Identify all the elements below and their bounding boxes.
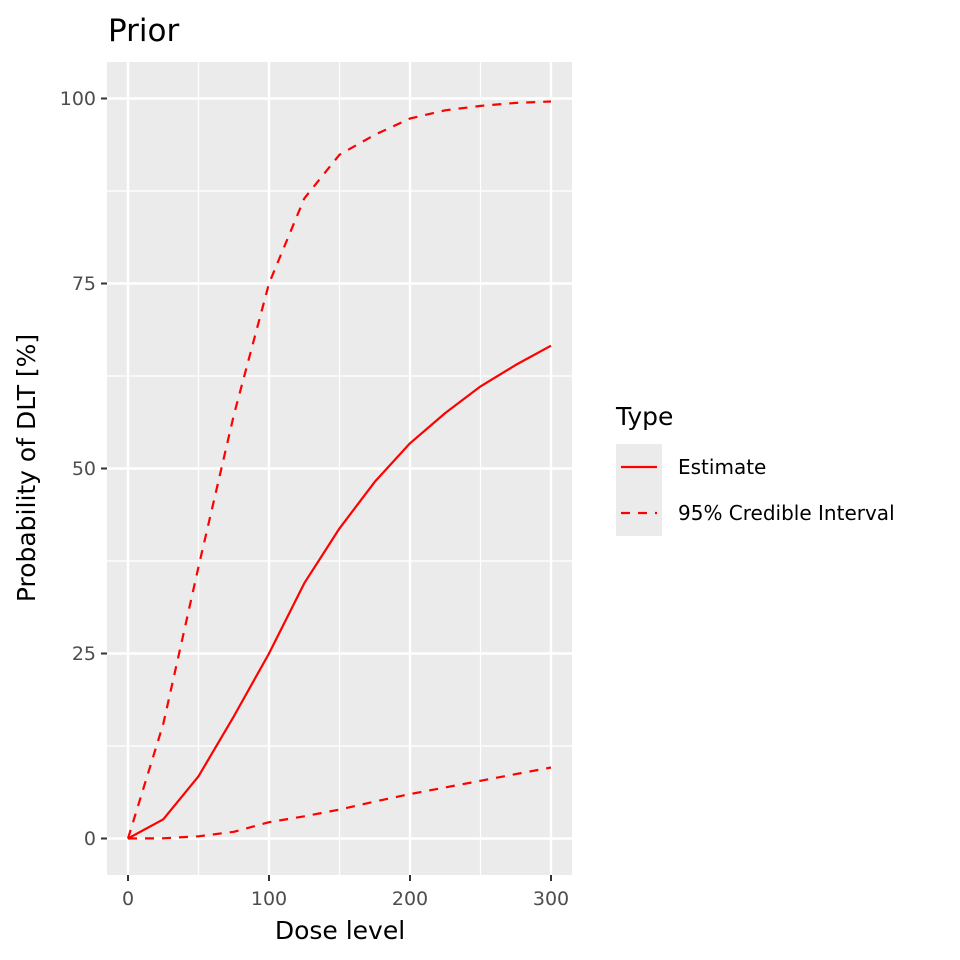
legend-label-estimate: Estimate (678, 455, 766, 479)
y-tick-label: 100 (60, 88, 96, 110)
x-axis-title: Dose level (275, 916, 405, 945)
x-tick-label: 200 (392, 888, 428, 910)
y-tick-label: 25 (72, 643, 96, 665)
upper-ci-line (126, 100, 552, 839)
y-axis-title: Probability of DLT [%] (12, 334, 41, 602)
y-axis: 0 25 50 75 100 (60, 88, 107, 850)
x-tick-label: 100 (251, 888, 287, 910)
x-axis: 0 100 200 300 (122, 875, 569, 910)
x-tick-label: 300 (533, 888, 569, 910)
major-gridlines (107, 62, 572, 875)
lower-ci-line (127, 766, 552, 840)
chart-title: Prior (108, 13, 179, 49)
legend-label-credible-interval: 95% Credible Interval (678, 501, 895, 525)
x-tick-label: 0 (122, 888, 134, 910)
legend-title: Type (615, 402, 673, 431)
data-series (126, 100, 552, 840)
y-tick-label: 50 (72, 458, 96, 480)
y-tick-label: 75 (72, 273, 96, 295)
y-tick-label: 0 (84, 828, 96, 850)
estimate-line (127, 344, 552, 840)
legend: Type Estimate 95% Credible Interval (615, 402, 895, 536)
